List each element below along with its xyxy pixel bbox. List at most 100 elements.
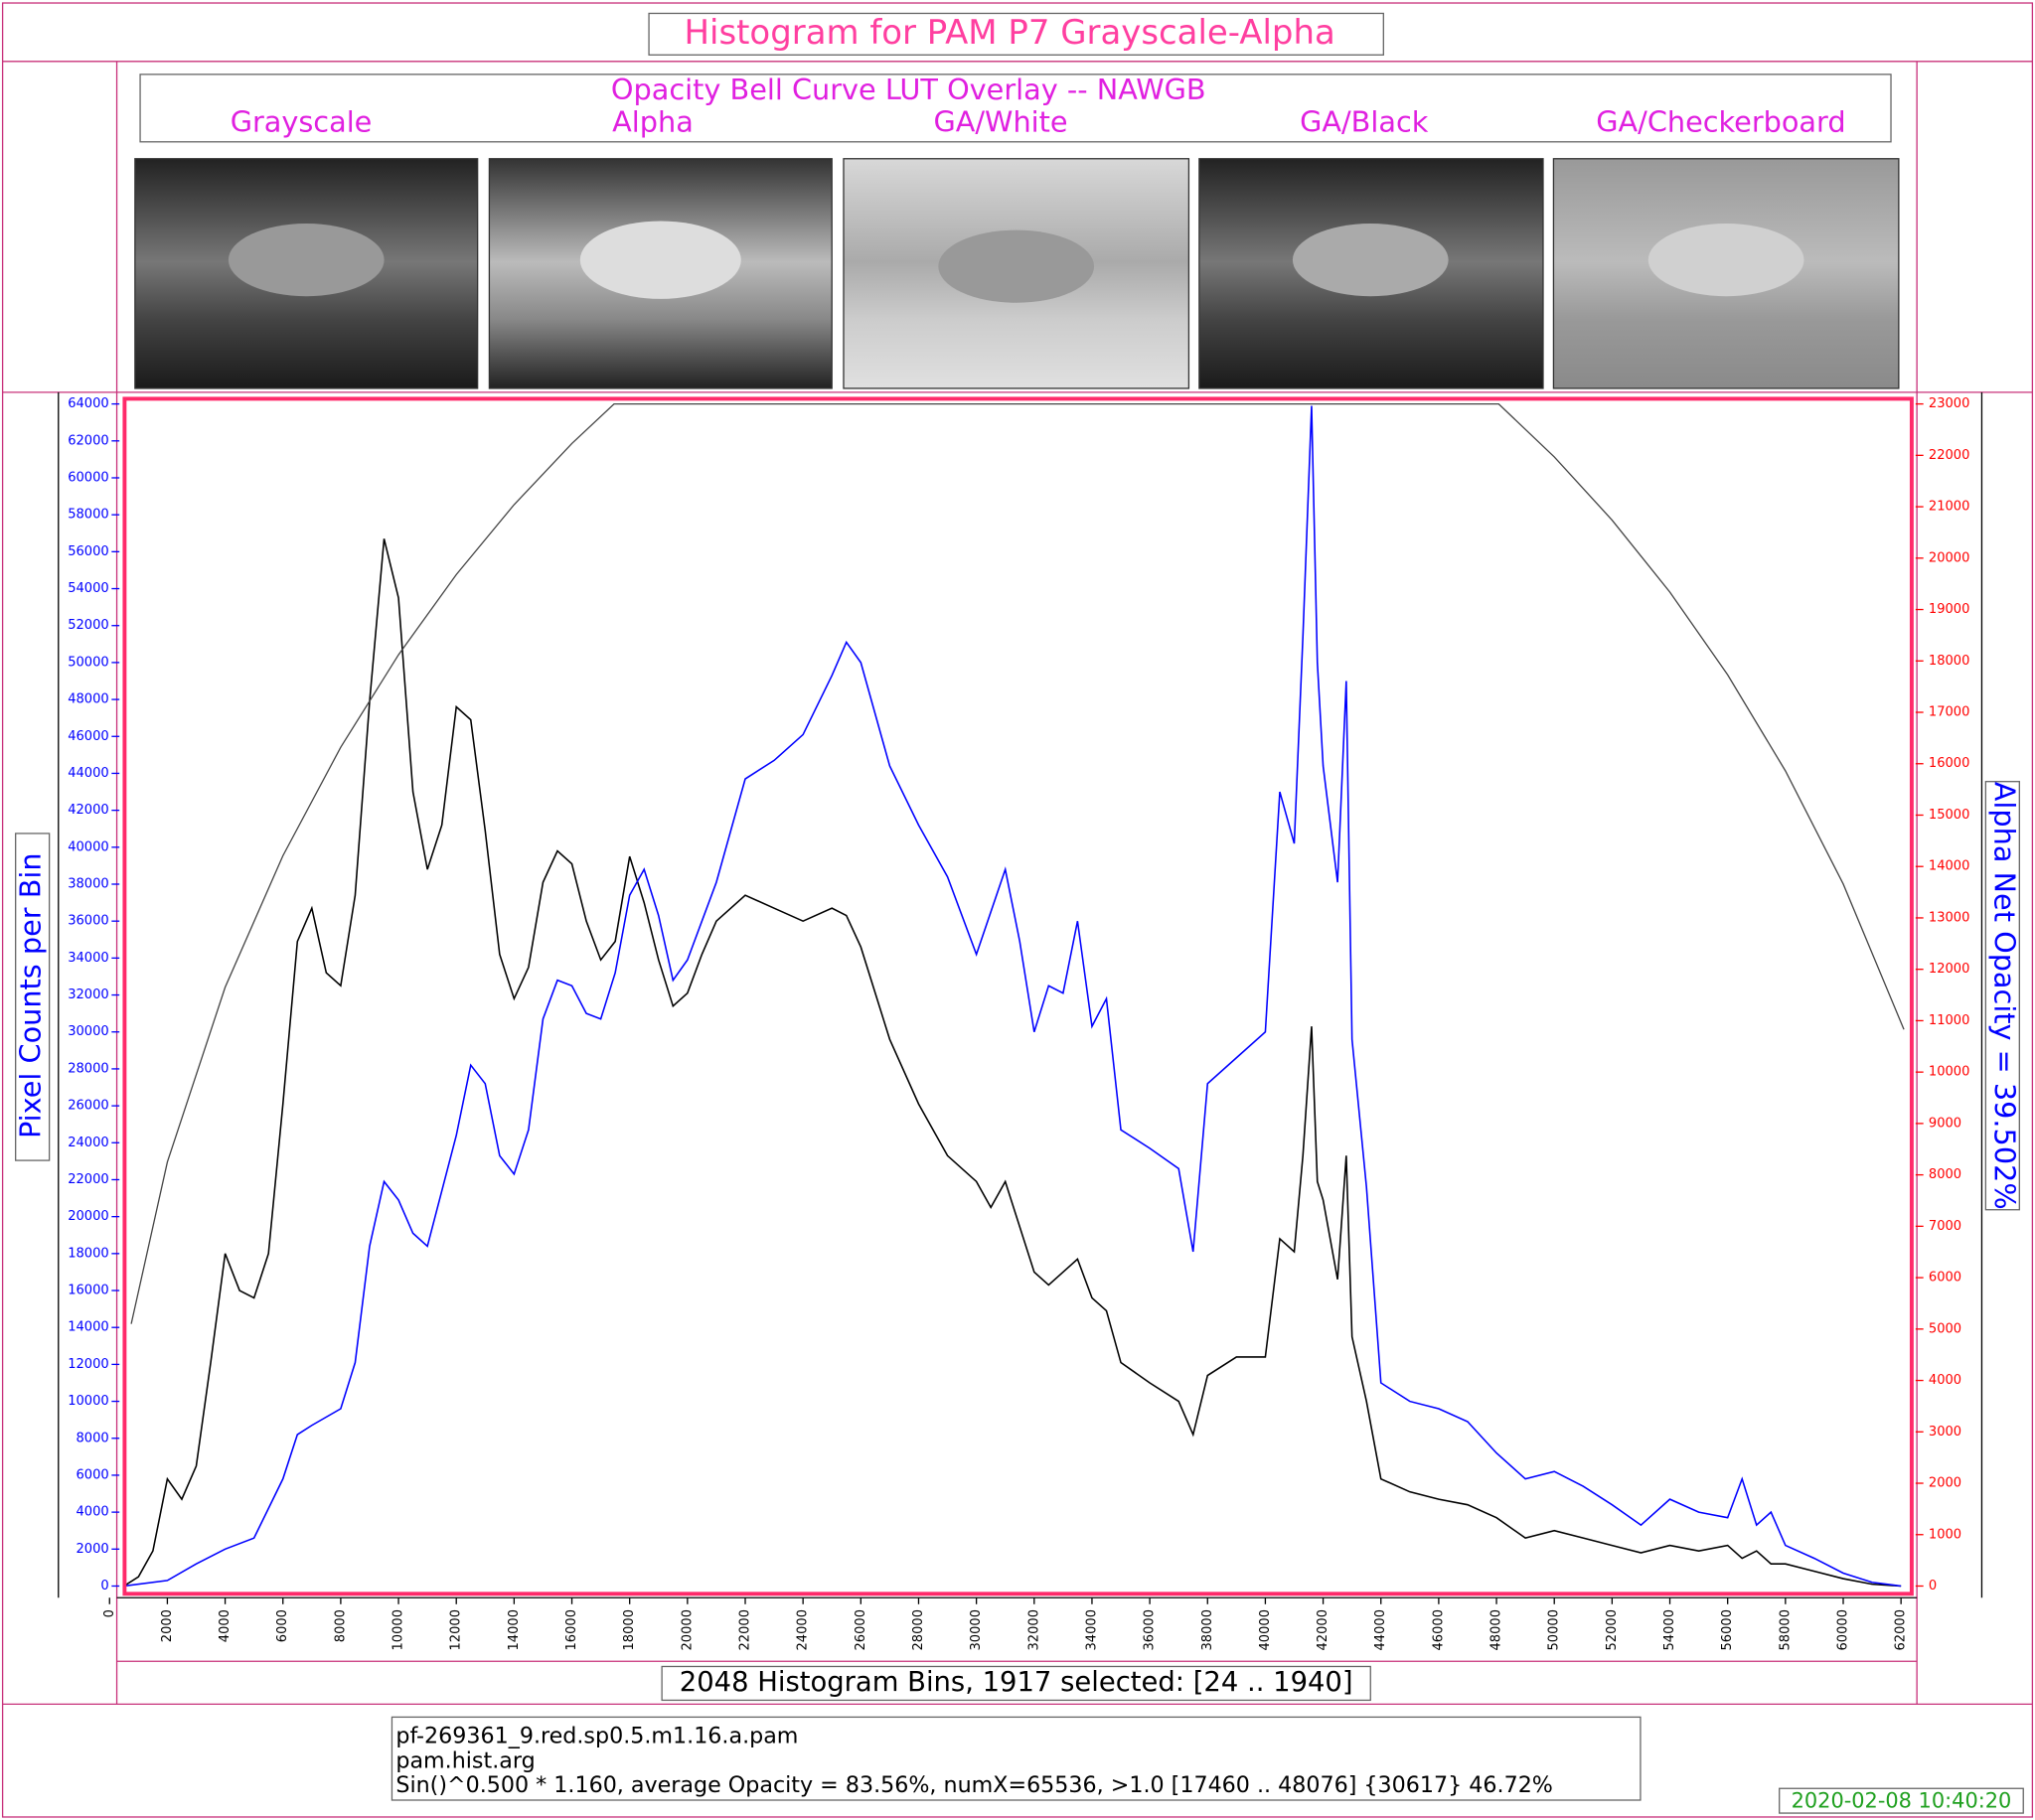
thumbnail-detail [938, 229, 1095, 303]
x-tick-label: 0 [102, 1609, 117, 1617]
x-tick-label: 58000 [1778, 1609, 1793, 1651]
y-tick-label: 26000 [68, 1099, 109, 1114]
x-axis-label: 2048 Histogram Bins, 1917 selected: [24 … [680, 1667, 1353, 1698]
x-tick-label: 24000 [796, 1609, 811, 1651]
x-tick-label: 40000 [1258, 1609, 1273, 1651]
y-tick-label: 6000 [76, 1467, 108, 1482]
y-tick-label: 42000 [68, 803, 109, 818]
xlabel-box [661, 1665, 1371, 1702]
y2-axis-label: Alpha Net Opacity = 39.502% [1987, 782, 2021, 1210]
y2-tick-label: 16000 [1929, 756, 1970, 771]
y2-tick-label: 2000 [1929, 1476, 1961, 1491]
y2-tick-label: 19000 [1929, 602, 1970, 617]
y-tick-label: 14000 [68, 1320, 109, 1335]
x-tick-label: 16000 [564, 1609, 579, 1651]
y2-tick-label: 13000 [1929, 910, 1970, 925]
y-tick-label: 4000 [76, 1505, 108, 1520]
info-line: pam.hist.arg [395, 1747, 535, 1773]
y2-tick-label: 11000 [1929, 1013, 1970, 1028]
y-tick-label: 56000 [68, 544, 109, 559]
subtitle-box [139, 74, 1892, 143]
y2-tick-label: 18000 [1929, 654, 1970, 669]
y2-tick-label: 5000 [1929, 1321, 1961, 1336]
y-tick-label: 58000 [68, 508, 109, 523]
y2-tick-label: 4000 [1929, 1373, 1961, 1388]
x-tick-label: 10000 [391, 1609, 406, 1651]
x-tick-label: 46000 [1431, 1609, 1446, 1651]
y-tick-label: 44000 [68, 766, 109, 781]
x-tick-label: 20000 [680, 1609, 695, 1651]
info-box [391, 1716, 1642, 1801]
y-tick-label: 32000 [68, 987, 109, 1002]
x-tick-label: 42000 [1316, 1609, 1331, 1651]
y2-tick-label: 17000 [1929, 705, 1970, 720]
y2-tick-label: 7000 [1929, 1219, 1961, 1234]
y2-tick-label: 0 [1929, 1579, 1937, 1593]
x-tick-label: 26000 [854, 1609, 868, 1651]
y-tick-label: 34000 [68, 951, 109, 966]
y-tick-label: 22000 [68, 1172, 109, 1187]
y-tick-label: 54000 [68, 581, 109, 596]
y2-tick-label: 20000 [1929, 550, 1970, 565]
x-tick-label: 14000 [507, 1609, 522, 1651]
thumbnail-detail [228, 224, 385, 297]
x-tick-label: 2000 [160, 1609, 175, 1642]
y2-tick-label: 10000 [1929, 1065, 1970, 1080]
y2-tick-label: 15000 [1929, 808, 1970, 823]
x-tick-label: 30000 [969, 1609, 984, 1651]
y-tick-label: 30000 [68, 1024, 109, 1039]
y2label-box [1984, 781, 2020, 1211]
y-tick-label: 40000 [68, 839, 109, 854]
y2-tick-label: 6000 [1929, 1271, 1961, 1286]
x-tick-label: 50000 [1547, 1609, 1562, 1651]
chart-title: Histogram for PAM P7 Grayscale-Alpha [685, 13, 1335, 53]
x-tick-label: 12000 [449, 1609, 464, 1651]
y2-tick-label: 3000 [1929, 1425, 1961, 1440]
y-tick-label: 20000 [68, 1209, 109, 1224]
y-tick-label: 46000 [68, 729, 109, 744]
x-tick-label: 48000 [1489, 1609, 1504, 1651]
x-tick-label: 56000 [1720, 1609, 1735, 1651]
panel-label: GA/Black [1300, 104, 1429, 138]
x-tick-label: 62000 [1894, 1609, 1909, 1651]
y2-tick-label: 1000 [1929, 1527, 1961, 1542]
x-tick-label: 28000 [911, 1609, 926, 1651]
y-tick-label: 62000 [68, 433, 109, 448]
timestamp: 2020-02-08 10:40:20 [1792, 1788, 2012, 1812]
info-line: pf-269361_9.red.sp0.5.m1.16.a.pam [395, 1724, 798, 1749]
y-tick-label: 16000 [68, 1284, 109, 1298]
y-tick-label: 8000 [76, 1431, 108, 1445]
thumbnail-detail [579, 221, 741, 299]
x-tick-label: 44000 [1373, 1609, 1388, 1651]
data-line [123, 538, 1902, 1588]
y-tick-label: 2000 [76, 1542, 108, 1557]
y-tick-label: 18000 [68, 1246, 109, 1261]
x-tick-label: 32000 [1026, 1609, 1041, 1651]
y2-tick-label: 23000 [1929, 396, 1970, 411]
y-tick-label: 50000 [68, 655, 109, 670]
y2-tick-label: 14000 [1929, 859, 1970, 874]
x-tick-label: 6000 [275, 1609, 290, 1642]
y2-tick-label: 9000 [1929, 1116, 1961, 1131]
thumbnail-detail [1647, 224, 1804, 297]
data-line [130, 402, 1905, 1324]
y-axis-label: Pixel Counts per Bin [14, 852, 48, 1138]
y2-tick-label: 12000 [1929, 962, 1970, 977]
x-tick-label: 4000 [218, 1609, 233, 1642]
info-line: Sin()^0.500 * 1.160, average Opacity = 8… [395, 1772, 1553, 1798]
y2-tick-label: 8000 [1929, 1167, 1961, 1182]
y-tick-label: 64000 [68, 396, 109, 411]
panel-label: GA/White [933, 104, 1067, 138]
x-tick-label: 18000 [622, 1609, 637, 1651]
panel-label: GA/Checkerboard [1596, 104, 1845, 138]
title-box [648, 12, 1384, 56]
y-tick-label: 24000 [68, 1136, 109, 1150]
y-tick-label: 38000 [68, 877, 109, 892]
x-tick-label: 38000 [1200, 1609, 1215, 1651]
x-tick-label: 8000 [333, 1609, 348, 1642]
y-tick-label: 12000 [68, 1357, 109, 1372]
y-tick-label: 36000 [68, 914, 109, 929]
data-line [123, 405, 1902, 1588]
